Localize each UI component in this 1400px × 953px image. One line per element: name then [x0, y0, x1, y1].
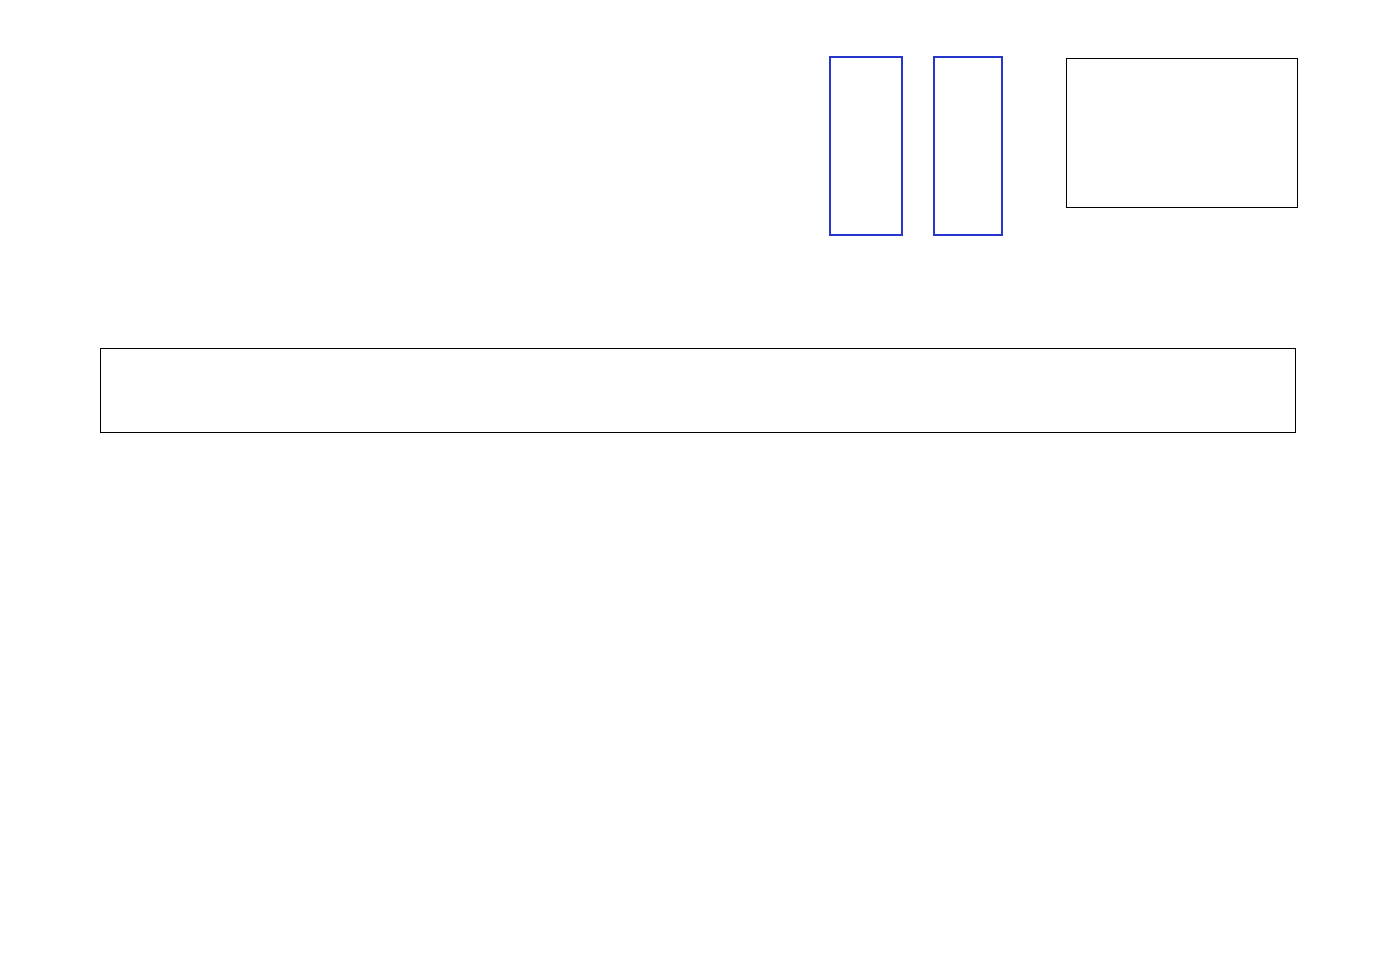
withsky-image-frame [829, 56, 903, 236]
clean-image-frame [933, 56, 1003, 236]
full-spectrum-plot-frame [100, 348, 1296, 433]
zoom-spectrum-plot-frame [1066, 58, 1298, 208]
